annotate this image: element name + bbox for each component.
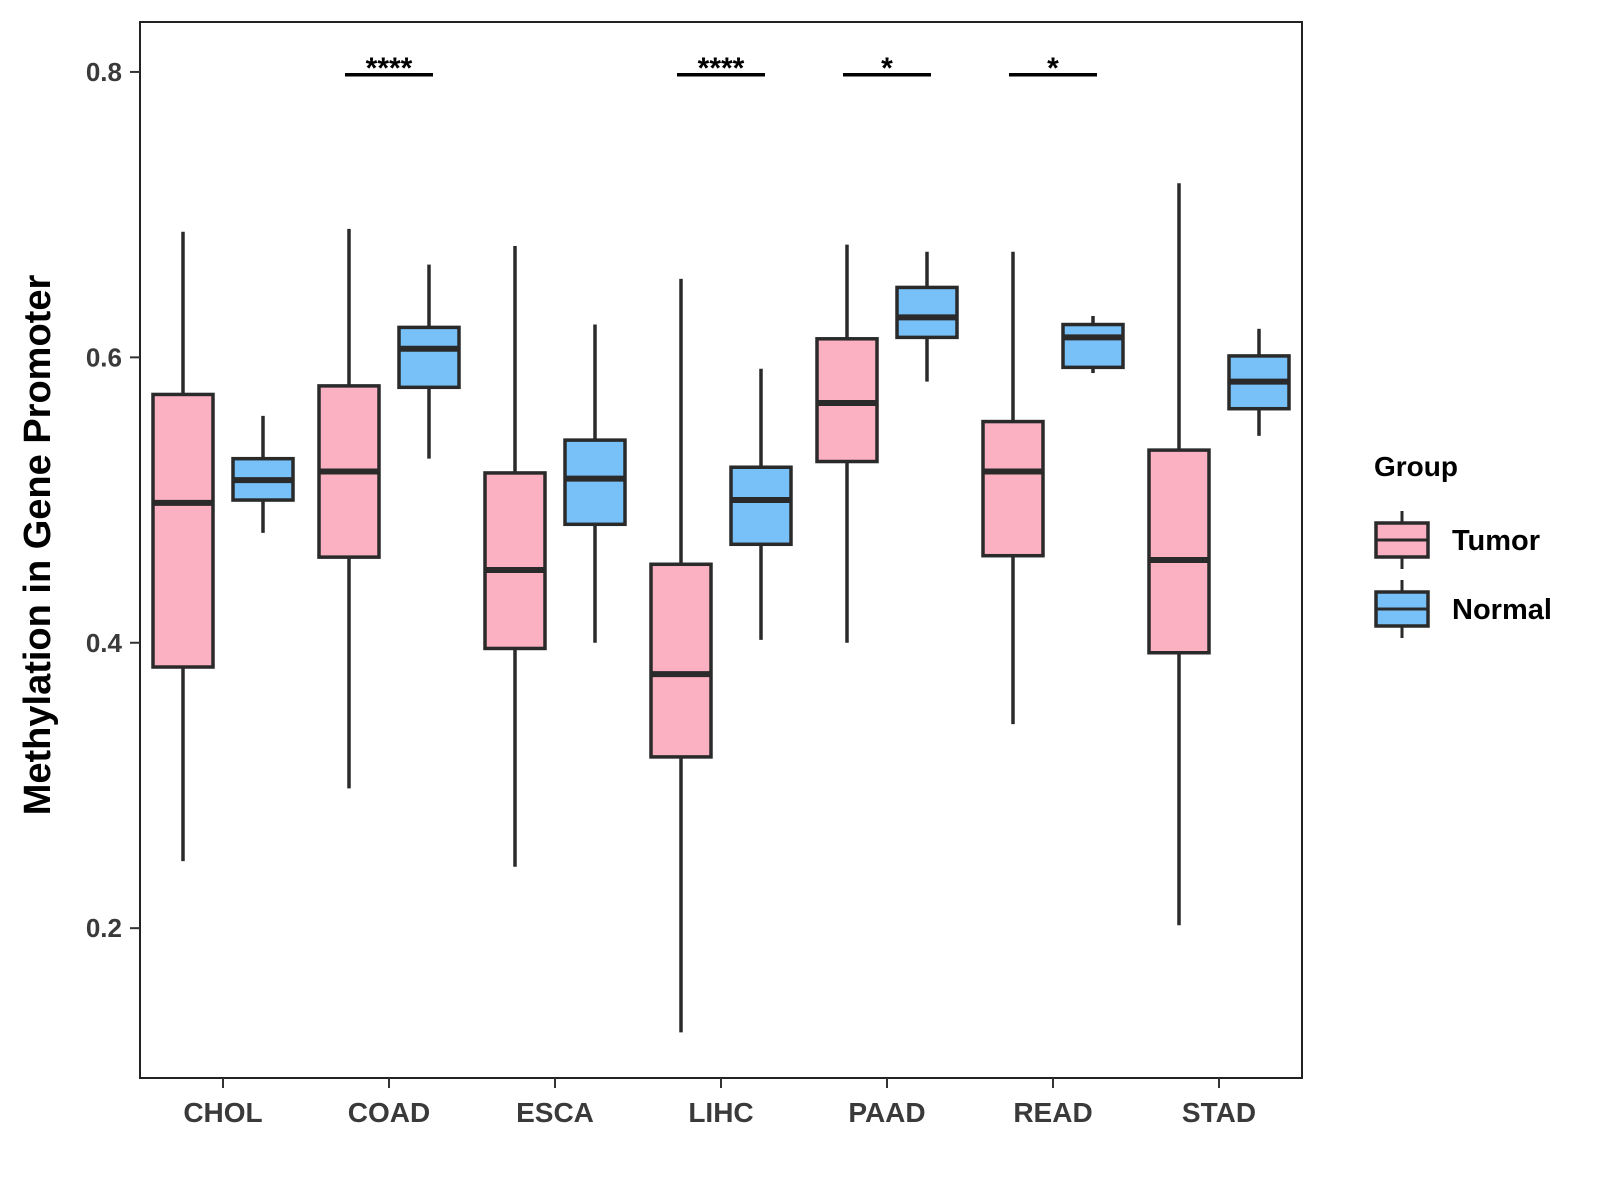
significance-label: *	[881, 52, 893, 85]
significance-label: ****	[698, 52, 745, 85]
box-body	[563, 438, 627, 527]
x-tick-label: COAD	[348, 1097, 430, 1128]
x-tick-label: PAAD	[848, 1097, 925, 1128]
x-tick-label: CHOL	[183, 1097, 262, 1128]
y-tick-label: 0.6	[86, 342, 122, 372]
box-body	[1061, 322, 1125, 370]
box-tumor-esca	[483, 246, 547, 867]
box-tumor-chol	[151, 231, 215, 862]
box-body	[649, 562, 713, 759]
box-normal-esca	[563, 324, 627, 643]
box-normal-coad	[397, 264, 461, 459]
y-tick-label: 0.8	[86, 57, 122, 87]
box-tumor-lihc	[649, 278, 713, 1033]
box-body	[729, 465, 793, 547]
box-layer	[151, 183, 1291, 1033]
x-tick-label: STAD	[1182, 1097, 1256, 1128]
y-tick-label: 0.2	[86, 913, 122, 943]
box-tumor-coad	[317, 228, 381, 789]
box-normal-paad	[895, 251, 959, 382]
box-tumor-paad	[815, 244, 879, 643]
significance-label: *	[1047, 52, 1059, 85]
y-tick-label: 0.4	[86, 628, 123, 658]
box-body	[1147, 448, 1211, 655]
box-normal-read	[1061, 315, 1125, 374]
box-normal-lihc	[729, 368, 793, 640]
box-body	[981, 419, 1045, 558]
legend-label: Tumor	[1452, 525, 1540, 557]
box-body	[895, 285, 959, 340]
legend-entry-normal: Normal	[1374, 580, 1552, 638]
box-body	[483, 471, 547, 651]
box-body	[151, 392, 215, 669]
x-tick-label: LIHC	[688, 1097, 753, 1128]
legend-title: Group	[1374, 451, 1458, 482]
box-tumor-read	[981, 251, 1045, 725]
significance-layer: **** **** * *	[345, 52, 1097, 85]
box-normal-stad	[1227, 328, 1291, 436]
x-tick-label: ESCA	[516, 1097, 594, 1128]
y-axis-title: Methylation in Gene Promoter	[17, 275, 59, 816]
legend-entry-tumor: Tumor	[1374, 511, 1540, 569]
box-body	[397, 325, 461, 390]
legend: Group Tumor Normal	[1374, 451, 1552, 638]
box-tumor-stad	[1147, 183, 1211, 926]
legend-label: Normal	[1452, 594, 1552, 626]
box-normal-chol	[231, 415, 295, 533]
legend-entries: Tumor Normal	[1374, 511, 1552, 638]
x-tick-label: READ	[1013, 1097, 1092, 1128]
axis-layer: 0.2 0.4 0.6 0.8 CHOL COAD ESCA LIHC PAAD READ STAD	[86, 21, 1303, 1128]
significance-label: ****	[366, 52, 413, 85]
